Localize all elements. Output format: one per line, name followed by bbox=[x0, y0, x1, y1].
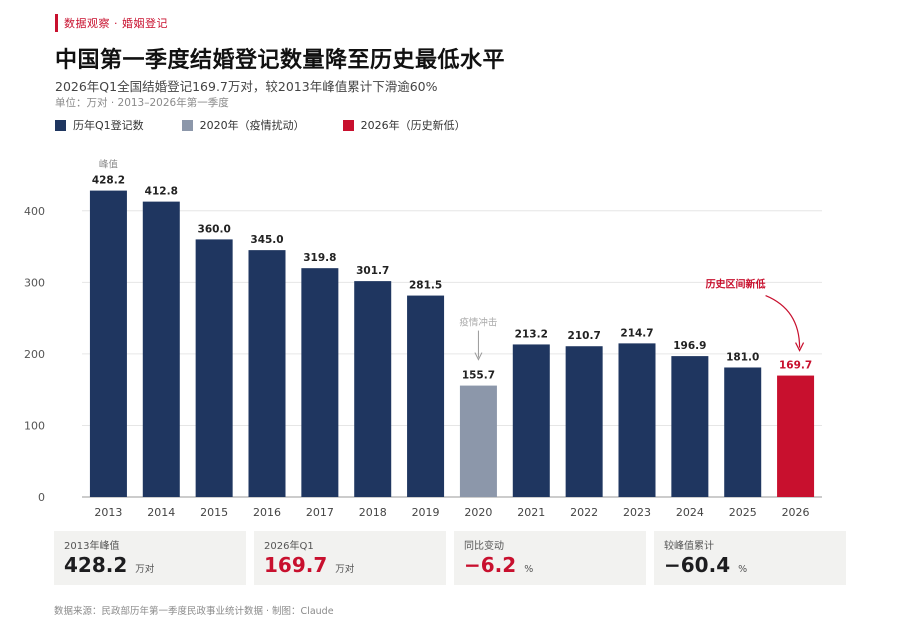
data-label: 360.0 bbox=[198, 223, 231, 235]
legend-label-covid: 2020年（疫情扰动） bbox=[199, 119, 305, 132]
legend-swatch-low bbox=[342, 119, 354, 131]
page-title: 中国第一季度结婚登记数量降至历史最低水平 bbox=[55, 48, 506, 73]
legend-item-normal: 历年Q1登记数 bbox=[55, 117, 144, 133]
x-tick-label: 2021 bbox=[517, 506, 545, 519]
data-label: 345.0 bbox=[250, 234, 283, 246]
bar-2023 bbox=[618, 343, 656, 497]
y-tick-label: 200 bbox=[24, 348, 45, 361]
legend-swatch-normal bbox=[55, 119, 66, 131]
stat-card-2026q1: 2026年Q1 169.7 万对 bbox=[254, 531, 446, 585]
covid-annotation: 疫情冲击 bbox=[459, 317, 497, 329]
x-tick-label: 2025 bbox=[729, 506, 757, 519]
x-tick-label: 2019 bbox=[412, 506, 440, 519]
data-label: 412.8 bbox=[145, 186, 178, 198]
data-label: 281.5 bbox=[409, 280, 442, 292]
stat-card-value: 428.2 bbox=[64, 553, 128, 577]
stat-card-vs-peak: 较峰值累计 −60.4% bbox=[654, 531, 846, 585]
legend-item-low: 2026年（历史新低） bbox=[342, 117, 466, 133]
stat-card-label: 2026年Q1 bbox=[264, 541, 314, 552]
chart-legend: 历年Q1登记数 2020年（疫情扰动） 2026年（历史新低） bbox=[55, 117, 504, 133]
x-tick-label: 2024 bbox=[676, 506, 704, 519]
legend-swatch-covid bbox=[181, 119, 193, 131]
data-label: 181.0 bbox=[726, 351, 759, 363]
data-label: 214.7 bbox=[620, 327, 653, 339]
bar-2019 bbox=[407, 295, 445, 497]
stat-card-label: 2013年峰值 bbox=[64, 541, 120, 552]
legend-label-low: 2026年（历史新低） bbox=[360, 119, 466, 132]
stat-card-value: 169.7 bbox=[264, 553, 328, 577]
bar-2018 bbox=[354, 281, 392, 497]
data-label: 301.7 bbox=[356, 265, 389, 277]
y-tick-label: 400 bbox=[24, 205, 45, 218]
x-tick-label: 2026 bbox=[782, 506, 810, 519]
stat-card-unit: 万对 bbox=[335, 564, 355, 575]
stat-card-peak: 2013年峰值 428.2 万对 bbox=[54, 531, 246, 585]
peak-annotation: 峰值 bbox=[99, 159, 119, 171]
x-tick-label: 2016 bbox=[253, 506, 281, 519]
legend-item-covid: 2020年（疫情扰动） bbox=[181, 117, 305, 133]
data-label: 428.2 bbox=[92, 175, 125, 187]
x-tick-label: 2018 bbox=[359, 506, 387, 519]
x-tick-label: 2014 bbox=[147, 506, 175, 519]
kicker-accent-bar bbox=[55, 14, 58, 32]
source-note: 数据来源：民政部历年第一季度民政事业统计数据 · 制图：Claude bbox=[54, 606, 334, 617]
stat-cards: 2013年峰值 428.2 万对 2026年Q1 169.7 万对 同比变动 −6.… bbox=[54, 531, 846, 585]
stat-card-unit: % bbox=[524, 564, 534, 575]
low-arrow-head bbox=[795, 342, 805, 352]
data-label: 196.9 bbox=[673, 340, 706, 352]
data-label: 213.2 bbox=[515, 328, 548, 340]
x-tick-label: 2015 bbox=[200, 506, 228, 519]
x-tick-label: 2020 bbox=[464, 506, 492, 519]
x-tick-label: 2022 bbox=[570, 506, 598, 519]
bar-2017 bbox=[301, 268, 339, 497]
kicker-text: 数据观察 · 婚姻登记 bbox=[64, 17, 168, 30]
x-tick-label: 2017 bbox=[306, 506, 334, 519]
stat-card-yoy: 同比变动 −6.2% bbox=[454, 531, 646, 585]
stat-card-label: 较峰值累计 bbox=[664, 541, 714, 552]
bar-2024 bbox=[671, 356, 709, 497]
bar-2015 bbox=[195, 239, 233, 497]
bar-2026 bbox=[777, 375, 815, 497]
y-tick-label: 100 bbox=[24, 419, 45, 432]
bar-2013 bbox=[89, 190, 127, 497]
x-tick-label: 2023 bbox=[623, 506, 651, 519]
page-subtitle: 2026年Q1全国结婚登记169.7万对，较2013年峰值累计下滑逾60% bbox=[55, 79, 438, 94]
stat-card-label: 同比变动 bbox=[464, 541, 504, 552]
bar-2020 bbox=[459, 385, 497, 497]
bar-2016 bbox=[248, 250, 286, 497]
legend-label-normal: 历年Q1登记数 bbox=[73, 119, 144, 132]
x-tick-label: 2013 bbox=[94, 506, 122, 519]
bar-2022 bbox=[565, 346, 603, 497]
stat-card-unit: 万对 bbox=[135, 564, 155, 575]
data-label: 155.7 bbox=[462, 370, 495, 382]
y-tick-label: 0 bbox=[38, 491, 45, 504]
data-label: 169.7 bbox=[779, 360, 812, 372]
unit-note: 单位：万对 · 2013–2026年第一季度 bbox=[55, 97, 229, 109]
data-label: 210.7 bbox=[568, 330, 601, 342]
stat-card-value: −6.2 bbox=[464, 553, 517, 577]
bar-2021 bbox=[512, 344, 550, 497]
low-arrow-line bbox=[765, 295, 801, 348]
bar-chart: 0 100 200 300 400 428.2 2013 412.8 2014 360.0 2015… bbox=[24, 159, 822, 519]
stat-card-unit: % bbox=[738, 564, 748, 575]
bar-2014 bbox=[142, 201, 180, 498]
covid-arrow-head bbox=[474, 352, 483, 361]
y-tick-label: 300 bbox=[24, 276, 45, 289]
bar-2025 bbox=[724, 367, 762, 497]
stat-card-value: −60.4 bbox=[664, 553, 731, 577]
low-annotation: 历史区间新低 bbox=[706, 278, 766, 291]
kicker: 数据观察 · 婚姻登记 bbox=[55, 13, 168, 33]
data-label: 319.8 bbox=[303, 252, 336, 264]
